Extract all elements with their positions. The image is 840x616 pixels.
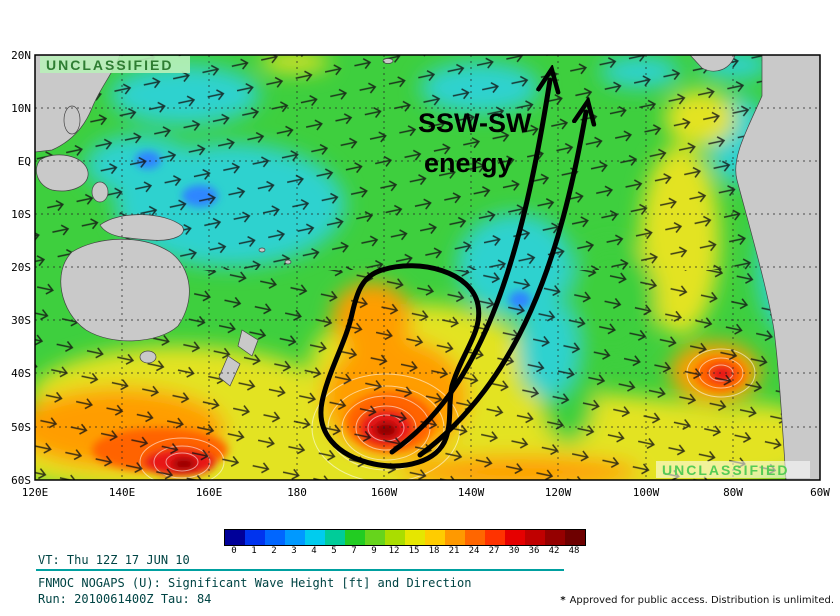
colorbar-value: 3 <box>291 546 297 556</box>
land-new-zealand-north <box>237 329 259 357</box>
lat-tick-label: EQ <box>18 155 31 168</box>
colorbar-swatch <box>465 530 485 545</box>
lat-tick-label: 20S <box>11 261 31 274</box>
annotation-arrow-1 <box>389 80 550 455</box>
colorbar-value: 24 <box>468 546 480 556</box>
model-run-text: Run: 2010061400Z Tau: 84 <box>38 592 212 606</box>
colorbar-swatch <box>265 530 285 545</box>
colorbar-value: 1 <box>251 546 257 556</box>
land-hawaii <box>382 58 394 64</box>
map-border <box>34 54 821 481</box>
graticule <box>35 55 820 480</box>
valid-time-text: VT: Thu 12Z 17 JUN 10 <box>38 553 190 567</box>
colorbar-value: 15 <box>408 546 420 556</box>
colorbar-swatch <box>325 530 345 545</box>
land-sulawesi <box>91 181 109 203</box>
colorbar-value: 18 <box>428 546 440 556</box>
lat-tick-label: 20N <box>11 49 31 62</box>
lat-tick-label: 60S <box>11 474 31 487</box>
classification-bottom-highlight <box>656 461 810 478</box>
colorbar-swatch <box>385 530 405 545</box>
colorbar-value: 36 <box>528 546 540 556</box>
lon-tick-label: 80W <box>723 486 743 499</box>
land-fiji <box>258 247 266 253</box>
colorbar-value: 30 <box>508 546 520 556</box>
annotation-arrow-2 <box>417 112 586 458</box>
lon-tick-label: 180 <box>287 486 307 499</box>
colorbar-swatch <box>305 530 325 545</box>
annotation-text-line1: SSW-SW <box>418 108 532 138</box>
lon-tick-label: 100W <box>633 486 660 499</box>
colorbar-value: 48 <box>568 546 580 556</box>
lon-tick-label: 140W <box>458 486 485 499</box>
colorbar-value: 4 <box>311 546 317 556</box>
classification-bottom-label: UNCLASSIFIED <box>662 462 789 478</box>
colorbar-swatch <box>285 530 305 545</box>
lon-tick-label: 160E <box>196 486 223 499</box>
land-island <box>284 259 292 265</box>
classification-bottom: UNCLASSIFIED <box>656 461 810 478</box>
lat-tick-label: 50S <box>11 421 31 434</box>
lon-tick-label: 120E <box>22 486 49 499</box>
product-title-text: FNMOC NOGAPS (U): Significant Wave Heigh… <box>38 576 472 590</box>
lat-tick-label: 40S <box>11 367 31 380</box>
longitude-axis: 120E 140E 160E 180 160W 140W 120W 100W 8… <box>22 486 831 499</box>
approval-statement: * Approved for public access. Distributio… <box>560 595 834 606</box>
colorbar-value: 2 <box>271 546 277 556</box>
colorbar-swatch <box>405 530 425 545</box>
latitude-axis: 20N 10N EQ 10S 20S 30S 40S 50S 60S <box>11 49 31 487</box>
colorbar-swatch <box>445 530 465 545</box>
colorbar-swatch <box>425 530 445 545</box>
colorbar-swatch <box>485 530 505 545</box>
colorbar-value: 12 <box>388 546 400 556</box>
land-new-guinea <box>99 214 184 241</box>
colorbar-swatch <box>365 530 385 545</box>
colorbar-labels: 0 1 2 3 4 5 7 9 12 15 18 21 24 27 30 36 … <box>224 546 586 556</box>
lat-tick-label: 30S <box>11 314 31 327</box>
lon-tick-label: 160W <box>371 486 398 499</box>
land-philippines <box>63 105 81 135</box>
lon-tick-label: 140E <box>109 486 136 499</box>
land-new-zealand-south <box>218 355 241 387</box>
land-borneo <box>36 154 89 192</box>
colorbar-swatch <box>345 530 365 545</box>
map-canvas: UNCLASSIFIED UNCLASSIFIED SSW-SW energy … <box>11 49 831 499</box>
colorbar-value: 5 <box>331 546 337 556</box>
colorbar-swatch <box>545 530 565 545</box>
colorbar-value: 0 <box>231 546 237 556</box>
colorbar-value: 42 <box>548 546 560 556</box>
colorbar-value: 21 <box>448 546 460 556</box>
classification-top-label: UNCLASSIFIED <box>46 57 173 73</box>
classification-top: UNCLASSIFIED <box>40 56 190 73</box>
divider-rule <box>36 569 564 571</box>
land-australia <box>60 238 190 342</box>
colorbar: 0 1 2 3 4 5 7 9 12 15 18 21 24 27 30 36 … <box>224 529 586 556</box>
land-masses <box>35 55 820 480</box>
annotation-text-line2: energy <box>424 148 513 178</box>
lon-tick-label: 120W <box>545 486 572 499</box>
footnote-marker: * <box>560 595 566 606</box>
colorbar-swatches <box>224 529 586 546</box>
colorbar-swatch <box>565 530 585 545</box>
land-tasmania <box>139 350 157 364</box>
colorbar-swatch <box>525 530 545 545</box>
colorbar-value: 9 <box>371 546 377 556</box>
colorbar-value: 7 <box>351 546 357 556</box>
colorbar-swatch <box>505 530 525 545</box>
approval-text: Approved for public access. Distribution… <box>569 595 834 606</box>
colorbar-swatch <box>225 530 245 545</box>
colorbar-value: 27 <box>488 546 500 556</box>
lat-tick-label: 10N <box>11 102 31 115</box>
lat-tick-label: 10S <box>11 208 31 221</box>
annotation-group <box>318 80 586 469</box>
classification-top-highlight <box>40 56 190 73</box>
colorbar-swatch <box>245 530 265 545</box>
wave-field <box>35 55 820 480</box>
annotation-swath-outline <box>318 263 482 469</box>
lon-tick-label: 60W <box>810 486 830 499</box>
